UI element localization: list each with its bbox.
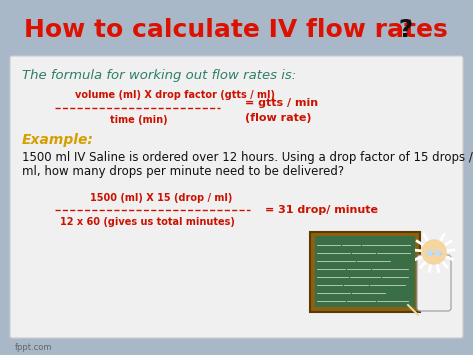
Text: volume (ml) X drop factor (gtts / ml): volume (ml) X drop factor (gtts / ml) [75,90,275,100]
Text: Example:: Example: [22,133,94,147]
Text: 1500 (ml) X 15 (drop / ml): 1500 (ml) X 15 (drop / ml) [90,193,232,203]
Circle shape [436,251,440,256]
Text: time (min): time (min) [110,115,167,125]
Text: = gtts / min: = gtts / min [245,98,318,108]
Circle shape [422,240,446,264]
Text: How to calculate IV flow rates: How to calculate IV flow rates [24,18,448,42]
Text: fppt.com: fppt.com [15,344,53,353]
FancyBboxPatch shape [310,232,420,312]
Text: (flow rate): (flow rate) [245,113,312,123]
Circle shape [428,251,432,256]
Text: ml, how many drops per minute need to be delivered?: ml, how many drops per minute need to be… [22,165,344,179]
Text: = 31 drop/ minute: = 31 drop/ minute [265,205,378,215]
FancyBboxPatch shape [417,255,451,311]
FancyBboxPatch shape [10,56,463,338]
Text: ?: ? [390,18,413,42]
Text: 1500 ml IV Saline is ordered over 12 hours. Using a drop factor of 15 drops /: 1500 ml IV Saline is ordered over 12 hou… [22,152,473,164]
FancyBboxPatch shape [315,236,415,307]
Text: 12 x 60 (gives us total minutes): 12 x 60 (gives us total minutes) [60,217,235,227]
Text: The formula for working out flow rates is:: The formula for working out flow rates i… [22,70,296,82]
